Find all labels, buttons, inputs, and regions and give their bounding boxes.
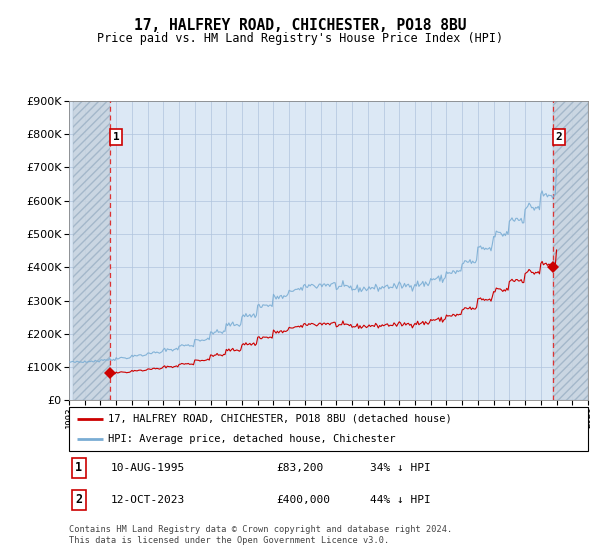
- Text: £400,000: £400,000: [277, 495, 331, 505]
- Text: 10-AUG-1995: 10-AUG-1995: [110, 463, 185, 473]
- Text: 1: 1: [113, 132, 119, 142]
- Polygon shape: [553, 101, 588, 400]
- Text: 2: 2: [556, 132, 562, 142]
- Text: HPI: Average price, detached house, Chichester: HPI: Average price, detached house, Chic…: [108, 434, 395, 444]
- Text: 34% ↓ HPI: 34% ↓ HPI: [370, 463, 431, 473]
- Text: 44% ↓ HPI: 44% ↓ HPI: [370, 495, 431, 505]
- Polygon shape: [73, 101, 110, 400]
- Text: £83,200: £83,200: [277, 463, 324, 473]
- Text: 17, HALFREY ROAD, CHICHESTER, PO18 8BU (detached house): 17, HALFREY ROAD, CHICHESTER, PO18 8BU (…: [108, 414, 452, 424]
- Text: 17, HALFREY ROAD, CHICHESTER, PO18 8BU: 17, HALFREY ROAD, CHICHESTER, PO18 8BU: [134, 18, 466, 33]
- Text: Contains HM Land Registry data © Crown copyright and database right 2024.
This d: Contains HM Land Registry data © Crown c…: [69, 525, 452, 545]
- Text: 2: 2: [75, 493, 82, 506]
- FancyBboxPatch shape: [69, 407, 588, 451]
- Text: 12-OCT-2023: 12-OCT-2023: [110, 495, 185, 505]
- Text: Price paid vs. HM Land Registry's House Price Index (HPI): Price paid vs. HM Land Registry's House …: [97, 32, 503, 45]
- Text: 1: 1: [75, 461, 82, 474]
